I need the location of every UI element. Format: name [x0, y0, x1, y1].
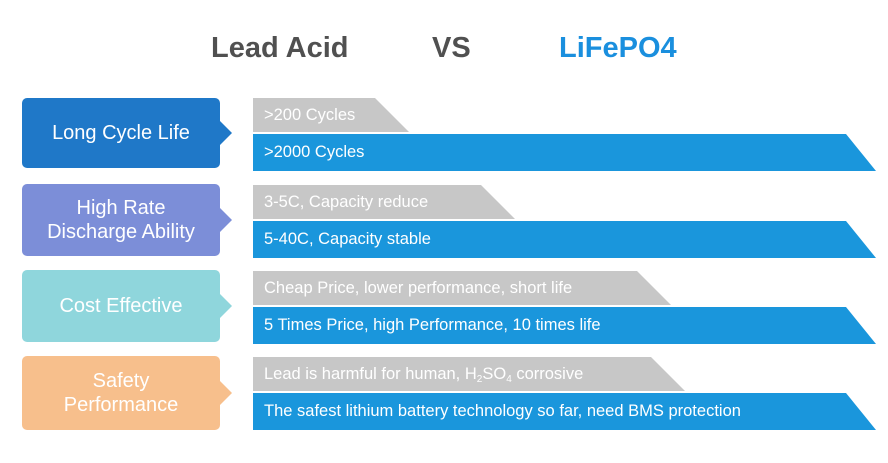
- label-text: Long Cycle Life: [52, 122, 190, 144]
- bar-text: >2000 Cycles: [264, 143, 365, 161]
- label-text: Cost Effective: [59, 295, 183, 317]
- lead-acid-bar-safety: Lead is harmful for human, H2SO4 corrosi…: [253, 357, 685, 391]
- lifepo4-bar-cycle-life: >2000 Cycles: [253, 134, 876, 171]
- bar-text: Cheap Price, lower performance, short li…: [264, 278, 573, 297]
- lifepo4-bar-safety: The safest lithium battery technology so…: [253, 393, 876, 430]
- label-pointer: [220, 121, 232, 145]
- label-long-cycle-life: Long Cycle Life: [22, 98, 232, 168]
- label-pointer: [220, 208, 232, 232]
- vs-heading: VS: [432, 32, 471, 64]
- label-text-line2: Performance: [63, 394, 179, 416]
- lifepo4-heading: LiFePO4: [559, 32, 677, 64]
- label-pointer: [220, 294, 232, 318]
- lead-acid-bar-cycle-life: >200 Cycles: [253, 98, 409, 132]
- lead-acid-bar-discharge: 3-5C, Capacity reduce: [253, 185, 515, 219]
- bar-text: Lead is harmful for human, H2SO4 corrosi…: [264, 364, 584, 385]
- bar-text: The safest lithium battery technology so…: [264, 402, 741, 420]
- lead-acid-bar-cost: Cheap Price, lower performance, short li…: [253, 271, 671, 305]
- label-text-line2: Discharge Ability: [47, 221, 195, 243]
- label-high-rate-discharge: High Rate Discharge Ability: [22, 184, 232, 256]
- lifepo4-bar-discharge: 5-40C, Capacity stable: [253, 221, 876, 258]
- subscript: 2: [476, 373, 483, 385]
- label-text-line1: High Rate: [76, 197, 166, 219]
- bar-text: 3-5C, Capacity reduce: [264, 192, 429, 211]
- subscript: 4: [506, 373, 512, 385]
- bar-text: 5-40C, Capacity stable: [264, 230, 431, 248]
- lead-acid-heading: Lead Acid: [211, 32, 349, 64]
- label-safety-performance: Safety Performance: [22, 356, 232, 430]
- bar-text: 5 Times Price, high Performance, 10 time…: [264, 316, 601, 334]
- label-cost-effective: Cost Effective: [22, 270, 232, 342]
- label-text-line1: Safety: [92, 370, 150, 392]
- label-pointer: [220, 381, 232, 405]
- lifepo4-bar-cost: 5 Times Price, high Performance, 10 time…: [253, 307, 876, 344]
- bar-text: >200 Cycles: [264, 105, 356, 124]
